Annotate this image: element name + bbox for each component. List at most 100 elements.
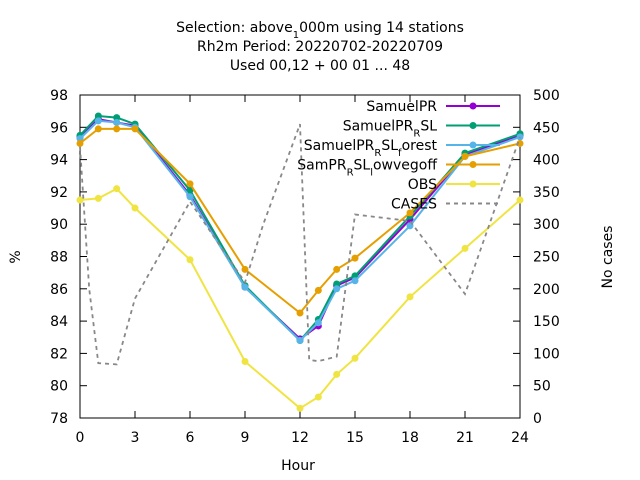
legend-label: SamuelPRRSLforest <box>304 138 438 159</box>
data-point <box>296 404 304 412</box>
legend-label: SamuelPRRSL <box>343 119 437 140</box>
data-point <box>333 285 341 293</box>
data-point <box>461 244 469 252</box>
y2-tick-label: 450 <box>533 120 560 136</box>
data-point <box>186 186 194 194</box>
chart-title: Selection: above1000m using 14 stationsR… <box>176 20 464 74</box>
series-line <box>79 118 521 341</box>
y2-tick-label: 150 <box>533 314 560 330</box>
data-point <box>76 196 84 204</box>
y2-tick-label: 50 <box>533 379 551 395</box>
legend-marker <box>469 180 477 188</box>
legend-label: SamuelPR <box>366 99 437 115</box>
data-point <box>314 286 322 294</box>
x-axis-label: Hour <box>281 458 315 474</box>
legend-entry-SamuelPR: SamuelPR <box>366 99 500 115</box>
legend-label: SamPRRSLlowvegoff <box>297 158 437 179</box>
series-line <box>79 123 521 366</box>
data-point <box>351 354 359 362</box>
y-tick-label: 88 <box>50 250 68 266</box>
y-tick-label: 82 <box>50 346 68 362</box>
data-point <box>76 139 84 147</box>
y2-tick-label: 200 <box>533 282 560 298</box>
data-point <box>186 180 194 188</box>
legend-entry-SamPRRSLlowvegoff: SamPRRSLlowvegoff <box>297 158 500 179</box>
legend-entry-CASES: CASES <box>391 197 500 213</box>
data-point <box>76 135 84 143</box>
data-point <box>241 265 249 273</box>
data-point <box>186 256 194 264</box>
y-axis: 78 80 82 84 86 88 90 92 94 96 98 <box>50 88 520 427</box>
legend-entry-SamuelPRRSLforest: SamuelPRRSLforest <box>304 138 500 159</box>
series-line <box>79 119 521 342</box>
y-tick-label: 92 <box>50 185 68 201</box>
x-tick-label: 3 <box>131 430 140 446</box>
title-line: Used 00,12 + 00 01 ... 48 <box>230 58 410 74</box>
series-line <box>79 187 521 410</box>
legend-entry-OBS: OBS <box>408 177 500 193</box>
data-point <box>406 209 414 217</box>
series-SamuelPRRSL <box>76 112 524 344</box>
data-point <box>333 370 341 378</box>
y-tick-label: 90 <box>50 217 68 233</box>
data-point <box>113 118 121 126</box>
x-tick-label: 6 <box>186 430 195 446</box>
x-tick-label: 21 <box>456 430 474 446</box>
y2-tick-label: 400 <box>533 153 560 169</box>
y2-tick-label: 300 <box>533 217 560 233</box>
legend-entry-SamuelPRRSL: SamuelPRRSL <box>343 119 500 140</box>
y-tick-label: 96 <box>50 120 68 136</box>
data-point <box>241 283 249 291</box>
y2-tick-label: 250 <box>533 250 560 266</box>
data-point <box>113 185 121 193</box>
legend: SamuelPR SamuelPRRSLSamuelPRRSLforestSamP… <box>297 99 500 213</box>
x-tick-label: 18 <box>401 430 419 446</box>
plot-frame <box>79 94 521 419</box>
y-tick-label: 98 <box>50 88 68 104</box>
data-point <box>113 114 121 122</box>
data-point <box>94 117 102 125</box>
y2-tick-label: 0 <box>533 411 542 427</box>
data-point <box>516 139 524 147</box>
x-tick-label: 24 <box>511 430 529 446</box>
y2-axis-label: No cases <box>600 226 616 289</box>
x-tick-label: 12 <box>291 430 309 446</box>
data-point <box>516 196 524 204</box>
y-tick-label: 80 <box>50 379 68 395</box>
legend-marker <box>469 161 477 168</box>
data-point <box>296 336 304 344</box>
legend-marker <box>469 141 477 149</box>
data-point <box>333 280 341 288</box>
data-point <box>516 133 524 141</box>
legend-label: CASES <box>391 197 437 213</box>
data-point <box>186 193 194 201</box>
x-axis: 0 3 6 9 12 15 18 21 24 <box>76 95 529 446</box>
data-point <box>131 125 139 133</box>
y2-tick-label: 100 <box>533 346 560 362</box>
legend-marker <box>469 102 477 110</box>
data-point <box>94 125 102 133</box>
series-line <box>79 127 521 315</box>
title-line: Selection: above1000m using 14 stations <box>176 20 464 41</box>
y-tick-label: 78 <box>50 411 68 427</box>
data-point <box>94 194 102 202</box>
y2-axis: 0 50 100 150 200 250 300 350 400 450 500 <box>533 88 560 427</box>
data-point <box>351 254 359 262</box>
data-point <box>113 125 121 133</box>
y-axis-label: % <box>8 250 24 263</box>
series-SamPRRSLlowvegoff <box>76 125 524 317</box>
data-point <box>314 319 322 327</box>
y-tick-label: 86 <box>50 282 68 298</box>
x-tick-label: 15 <box>346 430 364 446</box>
x-tick-label: 0 <box>76 430 85 446</box>
data-point <box>131 204 139 212</box>
series-SamuelPRRSLforest <box>76 117 524 344</box>
data-point <box>461 152 469 160</box>
y2-tick-label: 350 <box>533 185 560 201</box>
data-point <box>406 293 414 301</box>
legend-marker <box>469 122 477 129</box>
y-tick-label: 94 <box>50 153 68 169</box>
title-line: Rh2m Period: 20220702-20220709 <box>197 39 443 55</box>
series-OBS <box>76 185 524 412</box>
